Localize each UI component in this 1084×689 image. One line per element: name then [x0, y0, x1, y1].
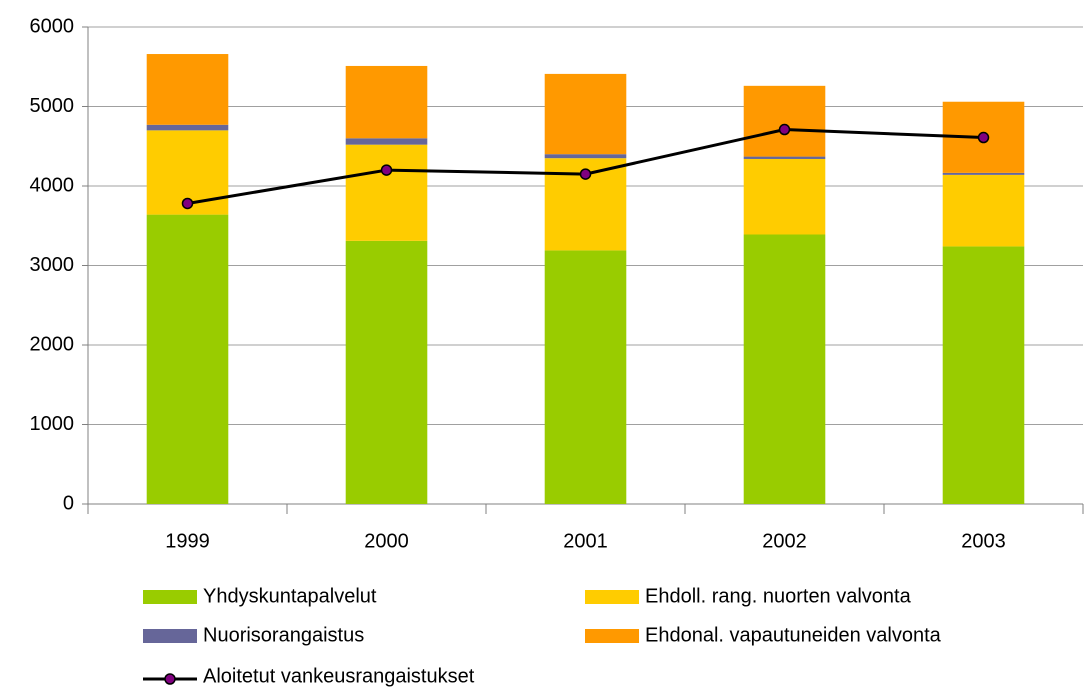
line-marker [778, 123, 791, 136]
y-tick-label: 6000 [30, 15, 75, 37]
bar-segment [544, 154, 627, 159]
y-tick-label: 4000 [30, 174, 75, 196]
line-marker [380, 164, 393, 176]
x-tick-label: 2001 [563, 530, 608, 552]
legend-marker [164, 673, 176, 685]
legend-label: Ehdonal. vapautuneiden valvonta [645, 624, 942, 646]
bar-segment [345, 138, 428, 145]
line-marker [181, 197, 194, 210]
y-tick-label: 3000 [30, 254, 75, 276]
bar-segment [544, 250, 627, 504]
line-marker [579, 168, 592, 180]
bar-segment [743, 85, 826, 157]
legend-label: Ehdoll. rang. nuorten valvonta [645, 585, 912, 607]
bar-segment [345, 240, 428, 505]
legend-swatch [585, 590, 639, 604]
legend-swatch [143, 629, 197, 643]
x-tick-label: 2003 [961, 530, 1006, 552]
legend-label: Yhdyskuntapalvelut [203, 585, 377, 607]
x-tick-label: 2002 [762, 530, 807, 552]
bar-segment [146, 214, 229, 504]
bar-segment [942, 174, 1025, 247]
y-tick-label: 0 [63, 492, 74, 514]
bar-segment [942, 246, 1025, 505]
y-tick-label: 5000 [30, 95, 75, 117]
bar-segment [743, 158, 826, 235]
legend-label: Aloitetut vankeusrangaistukset [203, 665, 475, 687]
bar-segment [743, 234, 826, 504]
bar-segment [942, 172, 1025, 175]
line-marker [977, 131, 990, 144]
x-tick-label: 1999 [165, 530, 210, 552]
bar-segment [146, 54, 229, 125]
x-tick-label: 2000 [364, 530, 409, 552]
legend-swatch [585, 629, 639, 643]
y-tick-label: 2000 [30, 333, 75, 355]
y-tick-label: 1000 [30, 413, 75, 435]
bar-segment [146, 124, 229, 131]
legend-label: Nuorisorangaistus [203, 624, 364, 646]
bar-segment [345, 144, 428, 241]
legend-swatch [143, 590, 197, 604]
bar-segment [544, 73, 627, 155]
bar-segment [345, 65, 428, 139]
bar-segment [743, 156, 826, 159]
